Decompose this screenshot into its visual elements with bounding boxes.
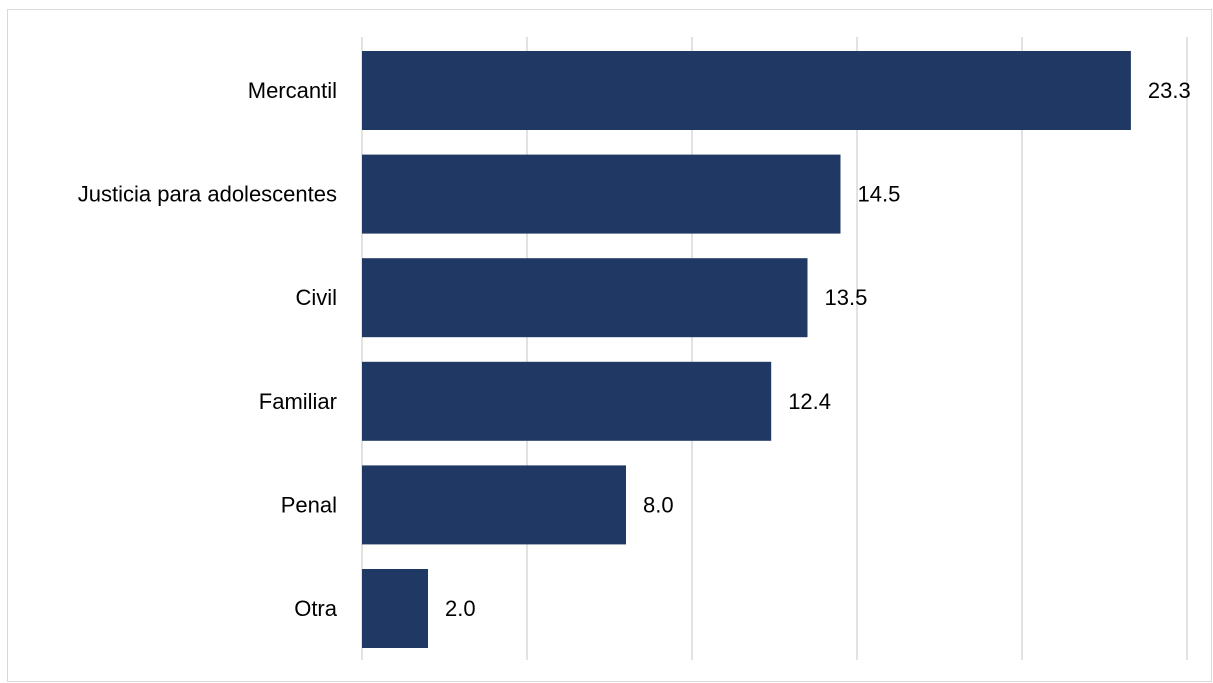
bar-3 [362, 361, 772, 441]
bar-0 [362, 51, 1131, 130]
gridlines [361, 37, 1188, 660]
value-label-2: 13.5 [825, 285, 868, 310]
bar-2 [362, 258, 808, 338]
category-label-1: Justicia para adolescentes [78, 182, 337, 207]
category-labels: Mercantil Justicia para adolescentes Civil… [78, 78, 338, 621]
value-label-5: 2.0 [445, 596, 476, 621]
value-label-4: 8.0 [643, 492, 674, 517]
value-labels: 23.3 14.5 13.5 12.4 8.0 2.0 [445, 78, 1191, 621]
value-label-1: 14.5 [858, 182, 901, 207]
category-label-2: Civil [295, 285, 337, 310]
bar-1 [362, 154, 841, 234]
value-label-3: 12.4 [788, 389, 831, 414]
bar-4 [362, 465, 626, 545]
category-label-5: Otra [294, 596, 338, 621]
category-label-4: Penal [281, 492, 337, 517]
bar-5 [362, 569, 428, 648]
category-label-3: Familiar [259, 389, 337, 414]
bars [362, 51, 1131, 648]
category-label-0: Mercantil [248, 78, 337, 103]
value-label-0: 23.3 [1148, 78, 1191, 103]
